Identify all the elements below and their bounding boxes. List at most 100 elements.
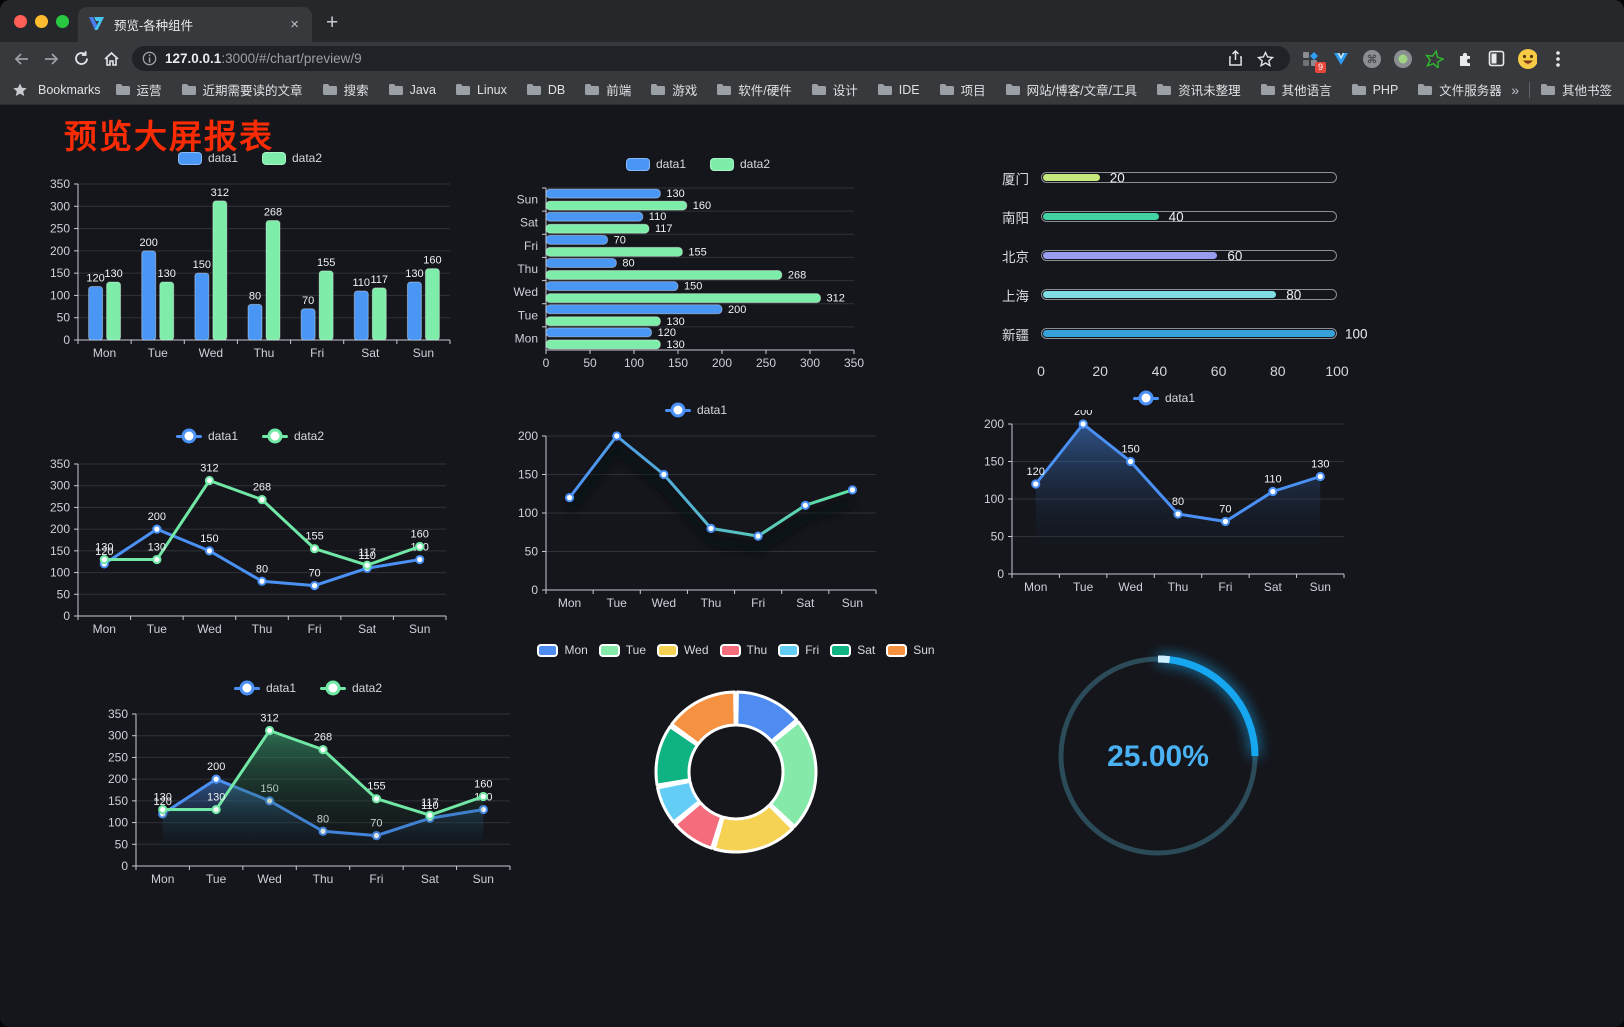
bookmark-item[interactable]: Java: [388, 83, 436, 97]
legend-swatch: [177, 151, 202, 165]
svg-text:300: 300: [108, 729, 128, 743]
legend-item[interactable]: data2: [262, 428, 324, 444]
menu-kebab-icon[interactable]: [1548, 49, 1568, 69]
progress-value: 40: [1168, 209, 1184, 224]
legend-item[interactable]: Wed: [657, 643, 709, 657]
folder-icon: [1005, 84, 1020, 95]
axis-tick-label: 100: [1325, 363, 1349, 379]
bookmark-item-label: 网站/博客/文章/工具: [1026, 84, 1138, 98]
legend-item[interactable]: data2: [262, 151, 322, 165]
extensions-strip: 9 ⌘: [1300, 48, 1568, 73]
reload-icon[interactable]: [66, 46, 96, 72]
legend-item[interactable]: data1: [664, 402, 727, 418]
fullscreen-window-button[interactable]: [56, 15, 69, 28]
bookmark-item[interactable]: 近期需要读的文章: [181, 80, 303, 99]
single-area-line-chart: data1 0 50 100 150 200 Mon Tue Wed Thu Fri Sat Sun 12…: [966, 386, 1362, 604]
legend-item[interactable]: data1: [1132, 390, 1195, 406]
legend-label: data1: [655, 157, 686, 171]
folder-icon: [115, 84, 130, 95]
page-info-icon[interactable]: [142, 51, 157, 66]
progress-fill: [1043, 252, 1218, 259]
line-chart-svg: 0 50 100 150 200 Mon Tue Wed Thu Fri Sat Sun 120 200 1…: [984, 410, 1345, 594]
split-screen-icon[interactable]: [1486, 49, 1506, 69]
grid-extension-icon[interactable]: 9: [1300, 49, 1326, 73]
svg-text:200: 200: [728, 304, 746, 316]
bookmark-item[interactable]: 软件/硬件: [716, 80, 792, 99]
svg-text:150: 150: [50, 544, 70, 558]
donut-slice-Fri: [656, 779, 701, 824]
bookmark-item[interactable]: 前端: [584, 80, 631, 99]
home-icon[interactable]: [96, 46, 126, 72]
legend-item[interactable]: Tue: [598, 643, 646, 657]
bookmark-item[interactable]: 游戏: [650, 80, 697, 99]
back-icon[interactable]: [6, 46, 36, 72]
legend-item[interactable]: Mon: [537, 643, 588, 657]
legend-item[interactable]: data2: [710, 157, 770, 171]
legend-item[interactable]: data1: [625, 157, 686, 171]
progress-value: 80: [1286, 287, 1302, 302]
bookmark-item[interactable]: IDE: [877, 83, 920, 97]
legend-item[interactable]: Sat: [830, 643, 875, 657]
chart-legend: data1 data2: [625, 154, 770, 174]
legend-item[interactable]: Sun: [886, 643, 935, 657]
legend-item[interactable]: Fri: [778, 643, 819, 657]
svg-text:130: 130: [104, 268, 122, 280]
bookmark-item[interactable]: 项目: [939, 80, 986, 99]
bookmark-item[interactable]: PHP: [1351, 83, 1398, 97]
bookmark-item-label: 资讯未整理: [1178, 84, 1241, 98]
legend-item[interactable]: Thu: [719, 643, 767, 657]
bookmark-item[interactable]: DB: [526, 83, 565, 97]
tab-close-icon[interactable]: ×: [290, 16, 299, 33]
browser-tab[interactable]: 预览-各种组件 ×: [78, 7, 312, 42]
extensions-puzzle-icon[interactable]: [1455, 49, 1475, 69]
bookmark-star-icon[interactable]: [1250, 46, 1280, 72]
bookmark-item[interactable]: 网站/博客/文章/工具: [1005, 80, 1137, 99]
bookmark-item[interactable]: 搜索: [322, 80, 369, 99]
vue-devtools-icon[interactable]: [1331, 49, 1351, 69]
new-tab-button[interactable]: +: [326, 11, 339, 34]
forward-icon[interactable]: [36, 46, 66, 72]
progress-fill: [1043, 213, 1159, 220]
legend-item[interactable]: data1: [177, 151, 238, 165]
progress-fill: [1043, 174, 1100, 181]
bookmark-item[interactable]: Linux: [455, 83, 507, 97]
svg-text:160: 160: [474, 779, 492, 791]
green-star-extension-icon[interactable]: [1424, 49, 1444, 69]
chart-legend: Mon Tue Wed Thu Fri Sat Sun: [537, 640, 935, 660]
progress-fill: [1043, 291, 1277, 298]
line-chart-svg: 0 50 100 150 200 250 300 350 Mon Tue Wed Thu Fri Sat S…: [108, 707, 511, 886]
minimize-window-button[interactable]: [35, 15, 48, 28]
url-text: 127.0.0.1:3000/#/chart/preview/9: [165, 51, 1220, 66]
legend-item[interactable]: data2: [320, 680, 382, 696]
svg-text:Wed: Wed: [652, 596, 676, 610]
legend-item[interactable]: data1: [233, 680, 296, 696]
bookmark-item-label: 文件服务器: [1439, 84, 1502, 98]
share-icon[interactable]: [1220, 46, 1250, 72]
bookmark-item-label: 近期需要读的文章: [202, 84, 303, 98]
bookmark-item-label: Java: [409, 82, 436, 97]
bookmark-item[interactable]: 资讯未整理: [1156, 80, 1241, 99]
horizontal-bar-chart: data1 data2 0 50 100 150 200 250 300 350 Mon Tue Wed…: [502, 152, 894, 378]
record-circle-icon[interactable]: [1393, 49, 1413, 69]
svg-text:200: 200: [207, 761, 225, 773]
svg-text:50: 50: [525, 545, 539, 559]
command-circle-icon[interactable]: ⌘: [1362, 49, 1382, 69]
close-window-button[interactable]: [14, 15, 27, 28]
legend-item[interactable]: data1: [175, 428, 238, 444]
bookmark-item[interactable]: 文件服务器: [1417, 80, 1502, 99]
donut-slice-Tue: [768, 720, 818, 829]
bookmarks-star-icon[interactable]: [12, 82, 28, 98]
svg-text:120: 120: [154, 796, 172, 808]
city-progress-chart: 厦门 20 南阳 40 北京 60 上海 80 新疆 100 0 20 40 60 80 100: [995, 158, 1368, 388]
other-bookmarks-folder[interactable]: 其他书签: [1540, 80, 1612, 99]
bookmark-item[interactable]: 运营: [115, 80, 162, 99]
bookmark-item[interactable]: 设计: [811, 80, 858, 99]
bookmark-item-label: 运营: [136, 84, 162, 98]
url-path: :3000/#/chart/preview/9: [221, 51, 362, 66]
bookmarks-overflow-chevron[interactable]: »: [1511, 81, 1519, 98]
url-bar[interactable]: 127.0.0.1:3000/#/chart/preview/9: [132, 46, 1290, 71]
profile-avatar[interactable]: [1517, 48, 1537, 69]
bookmark-item[interactable]: 其他语言: [1260, 80, 1332, 99]
folder-icon: [1260, 84, 1275, 95]
